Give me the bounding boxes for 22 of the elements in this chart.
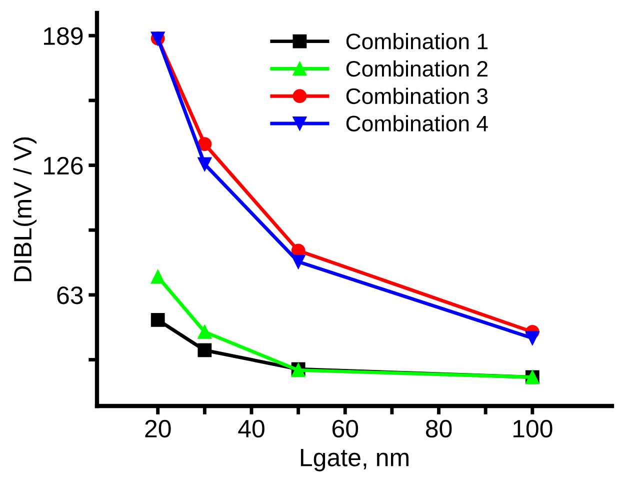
x-tick-label: 80 bbox=[426, 420, 452, 438]
point bbox=[198, 324, 212, 339]
x-tick-label: 40 bbox=[238, 420, 264, 438]
legend-label: Combination 4 bbox=[346, 115, 488, 132]
x-tick-label: 20 bbox=[145, 420, 171, 438]
x-axis-title: Lgate, nm bbox=[300, 448, 408, 472]
point bbox=[150, 270, 165, 284]
point bbox=[150, 313, 165, 327]
legend-label: Combination 3 bbox=[346, 88, 488, 104]
x-tick-label: 100 bbox=[513, 420, 552, 438]
y-axis-title: DIBL(mV / V) bbox=[13, 137, 37, 282]
legend-label: Combination 1 bbox=[346, 33, 488, 50]
point bbox=[198, 343, 212, 358]
point bbox=[291, 254, 306, 269]
y-tick-label: 189 bbox=[44, 27, 83, 45]
legend-label: Combination 2 bbox=[346, 60, 488, 77]
y-tick-label: 63 bbox=[57, 286, 83, 304]
point bbox=[198, 137, 212, 152]
point bbox=[525, 331, 540, 346]
y-tick-label: 126 bbox=[44, 156, 83, 175]
point bbox=[198, 157, 212, 172]
x-tick-label: 60 bbox=[332, 420, 358, 438]
